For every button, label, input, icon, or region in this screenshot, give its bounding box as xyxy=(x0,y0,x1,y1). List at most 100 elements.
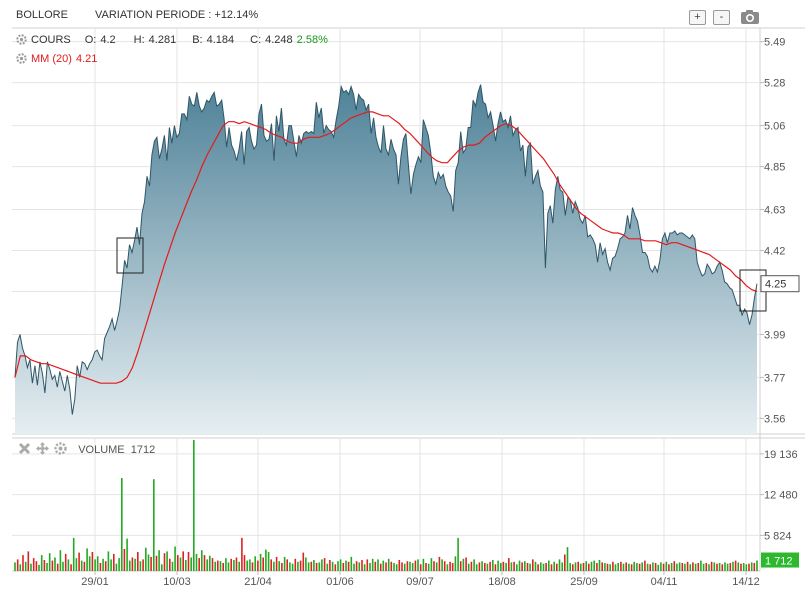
volume-bar xyxy=(190,557,192,571)
volume-bar xyxy=(558,559,561,571)
volume-bar xyxy=(38,564,40,571)
volume-bar xyxy=(257,560,259,571)
volume-bar xyxy=(297,561,299,571)
volume-bar xyxy=(492,560,494,571)
volume-bar xyxy=(387,558,390,571)
volume-bar xyxy=(19,564,22,571)
volume-bar xyxy=(569,563,571,571)
volume-bar xyxy=(118,558,120,571)
volume-bar xyxy=(708,564,710,571)
volume-bar xyxy=(32,558,35,571)
y-tick-label: 4.63 xyxy=(764,205,785,217)
volume-bar xyxy=(508,558,510,571)
volume-bar xyxy=(443,561,446,571)
volume-bar xyxy=(78,552,80,571)
volume-bar xyxy=(115,563,118,571)
volume-bar xyxy=(467,563,470,571)
volume-bar xyxy=(419,564,422,571)
volume-bar xyxy=(697,563,700,571)
volume-bar xyxy=(145,547,147,571)
volume-bar xyxy=(505,563,507,571)
volume-bar xyxy=(748,563,750,571)
x-tick-label: 09/07 xyxy=(406,576,434,588)
volume-bar xyxy=(556,563,558,571)
high-label: H: xyxy=(133,34,145,46)
volume-bar xyxy=(110,559,112,571)
volume-bar xyxy=(46,563,48,571)
volume-bar xyxy=(121,478,123,571)
volume-bar xyxy=(86,548,88,571)
volume-bar xyxy=(35,561,38,571)
volume-bar xyxy=(241,537,243,571)
close-value: 4.248 xyxy=(265,34,293,46)
zoom-out-button[interactable]: - xyxy=(713,10,730,25)
gear-icon[interactable] xyxy=(16,34,27,45)
volume-bar xyxy=(107,551,110,571)
volume-bar xyxy=(433,561,435,571)
volume-bar xyxy=(401,562,403,571)
volume-bar xyxy=(665,561,668,571)
volume-bar xyxy=(753,563,756,571)
volume-bar xyxy=(113,553,115,571)
volume-bar xyxy=(617,563,619,571)
volume-bar xyxy=(347,561,350,571)
volume-bar xyxy=(262,557,264,571)
volume-bar xyxy=(395,564,398,571)
change-value: 2.58% xyxy=(296,34,328,46)
camera-icon[interactable] xyxy=(740,9,760,25)
volume-bar xyxy=(633,561,635,571)
ma-legend: MM (20) 4.21 xyxy=(16,51,101,67)
volume-bar xyxy=(425,563,427,571)
volume-bar xyxy=(393,563,395,571)
volume-bar xyxy=(446,564,449,571)
x-tick-label: 01/06 xyxy=(326,576,354,588)
x-tick-label: 18/08 xyxy=(488,576,516,588)
volume-bar xyxy=(409,561,411,571)
volume-bar xyxy=(153,479,155,571)
volume-bar xyxy=(694,563,697,571)
volume-bar xyxy=(158,550,160,571)
volume-bar xyxy=(371,558,374,571)
volume-bar xyxy=(614,564,617,571)
volume-bar xyxy=(465,557,467,571)
volume-bar xyxy=(390,561,393,571)
close-icon[interactable] xyxy=(18,442,31,455)
volume-bar xyxy=(54,557,56,571)
symbol-title: BOLLORE xyxy=(16,9,68,21)
volume-bar xyxy=(51,560,54,571)
volume-bar xyxy=(254,556,256,571)
price-legend: COURS O: 4.2 H: 4.281 B: 4.184 C: 4.248 2.58% xyxy=(16,32,332,48)
y-tick-label: 4.42 xyxy=(764,246,785,258)
volume-bar xyxy=(294,558,297,571)
volume-bar xyxy=(353,563,355,571)
volume-bar xyxy=(323,558,326,571)
move-icon[interactable] xyxy=(36,442,50,455)
zoom-in-button[interactable]: + xyxy=(689,10,706,25)
volume-bar xyxy=(628,563,630,571)
volume-bar xyxy=(267,552,270,571)
volume-bar xyxy=(211,558,214,571)
price-area xyxy=(15,84,757,434)
volume-bar xyxy=(737,562,740,571)
volume-bar xyxy=(585,561,587,571)
volume-bar xyxy=(302,552,305,571)
volume-y-tick-label: 5 824 xyxy=(764,530,792,542)
volume-bar xyxy=(606,563,609,571)
gear-icon[interactable] xyxy=(54,442,67,455)
volume-bar xyxy=(745,564,748,571)
volume-bar xyxy=(126,538,128,571)
volume-bar xyxy=(689,564,692,571)
volume-bar xyxy=(486,563,489,571)
volume-bar xyxy=(649,564,651,571)
volume-bar xyxy=(326,563,329,571)
volume-bar xyxy=(590,561,593,571)
volume-bar xyxy=(417,559,419,571)
volume-bar xyxy=(548,560,550,571)
volume-bar xyxy=(270,559,272,571)
y-tick-label: 5.49 xyxy=(764,37,785,49)
volume-bar xyxy=(193,440,195,571)
volume-bar xyxy=(609,564,611,571)
gear-icon[interactable] xyxy=(16,53,27,64)
volume-bar xyxy=(48,553,51,571)
